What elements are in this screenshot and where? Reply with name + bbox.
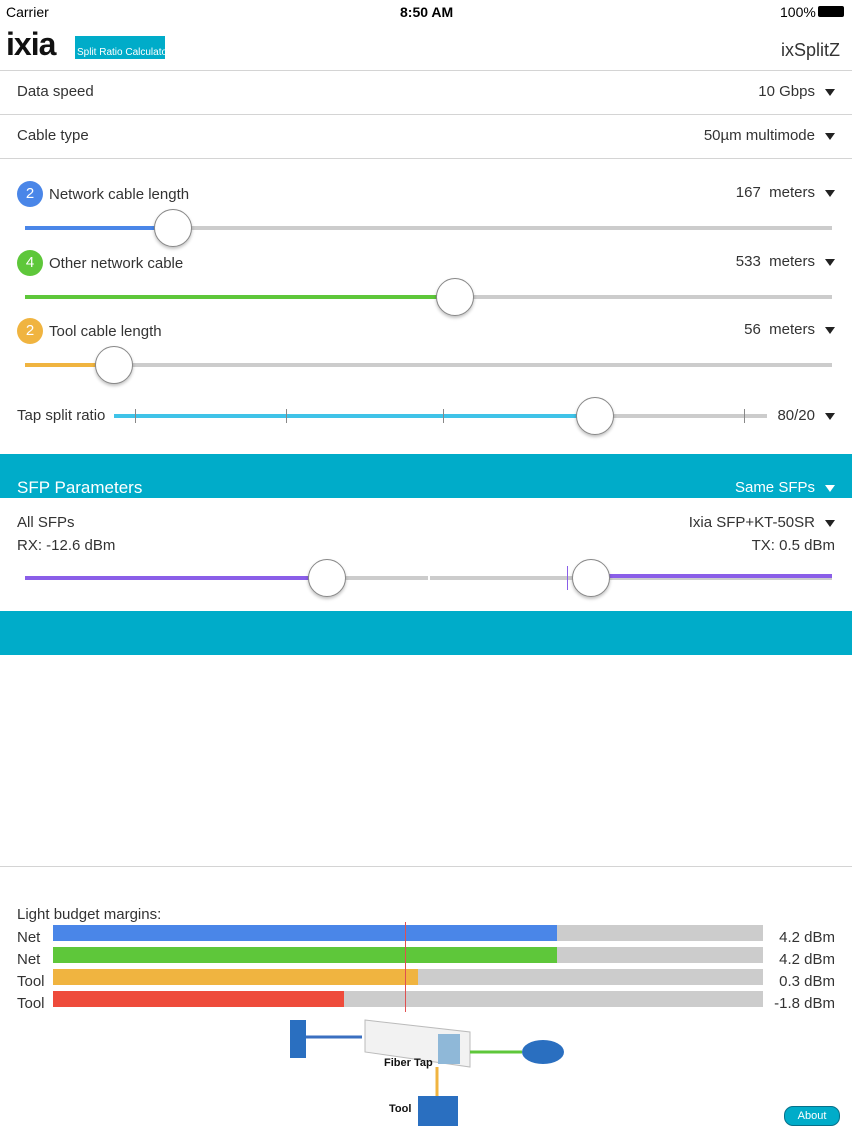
row-value: 4.2 dBm bbox=[779, 951, 835, 968]
unit: meters bbox=[769, 184, 815, 201]
slider-fill bbox=[114, 414, 594, 418]
battery: 100% bbox=[780, 4, 816, 20]
carrier: Carrier bbox=[6, 4, 49, 20]
value-text: 80/20 bbox=[777, 407, 815, 424]
row-value: 4.2 dBm bbox=[779, 929, 835, 946]
sfp-header bbox=[0, 454, 852, 498]
row-value: 0.3 dBm bbox=[779, 973, 835, 990]
row-label: Net bbox=[17, 951, 41, 968]
ports bbox=[438, 1034, 460, 1064]
sfp-title: SFP Parameters bbox=[17, 478, 143, 497]
value-text: 50µm multimode bbox=[703, 127, 815, 144]
firewall bbox=[290, 1020, 306, 1058]
slider-fill bbox=[25, 576, 327, 580]
setting-value[interactable]: 50µm multimode bbox=[704, 127, 835, 144]
sfp-rx: RX: -12.6 dBm bbox=[17, 537, 116, 554]
slider-track bbox=[430, 576, 832, 580]
budget-bar bbox=[53, 947, 763, 963]
slider-fill bbox=[25, 226, 173, 230]
slider-track bbox=[25, 363, 832, 367]
cable-label: Other network cable bbox=[49, 255, 184, 272]
app-title: ixSplitZ bbox=[780, 40, 840, 60]
sfp-group: All SFPs bbox=[17, 514, 75, 531]
cable-length[interactable]: 533 meters bbox=[736, 253, 835, 270]
value-text: Same SFPs bbox=[734, 479, 815, 496]
sfp-model[interactable]: Ixia SFP+KT-50SR bbox=[689, 514, 835, 531]
setting-label: Cable type bbox=[17, 127, 89, 144]
about-button[interactable]: About bbox=[784, 1106, 840, 1126]
tap-caption: Fiber Tap bbox=[384, 1057, 433, 1069]
tap-value[interactable]: 80/20 bbox=[777, 407, 835, 424]
slider-knob[interactable] bbox=[95, 346, 133, 384]
length: 56 bbox=[744, 321, 761, 338]
tool-icon bbox=[418, 1096, 458, 1126]
budget-bar bbox=[53, 991, 763, 1007]
count-badge: 4 bbox=[17, 250, 43, 276]
sfp-tx: TX: 0.5 dBm bbox=[751, 537, 835, 554]
row-value: -1.8 dBm bbox=[774, 995, 835, 1012]
logo: ixia bbox=[6, 26, 56, 62]
slider-knob[interactable] bbox=[436, 278, 474, 316]
unit: meters bbox=[769, 253, 815, 270]
length: 533 bbox=[735, 253, 761, 270]
length: 167 bbox=[735, 184, 761, 201]
slider-knob[interactable] bbox=[154, 209, 192, 247]
unit: meters bbox=[769, 321, 815, 338]
router bbox=[522, 1040, 564, 1064]
zero-line bbox=[405, 922, 406, 1012]
logo-badge: Split Ratio Calculator bbox=[75, 36, 170, 59]
cable-length[interactable]: 56 meters bbox=[744, 321, 835, 338]
tick bbox=[443, 409, 444, 423]
slider-track bbox=[25, 226, 832, 230]
tick bbox=[744, 409, 745, 423]
tick bbox=[286, 409, 287, 423]
sfp-footer bbox=[0, 611, 852, 655]
cable-label: Tool cable length bbox=[49, 323, 162, 340]
setting-value[interactable]: 10 Gbps bbox=[758, 83, 835, 100]
tap-label: Tap split ratio bbox=[17, 407, 106, 424]
slider-knob[interactable] bbox=[308, 559, 346, 597]
cable-length[interactable]: 167 meters bbox=[736, 184, 835, 201]
row-label: Net bbox=[17, 929, 41, 946]
budget-bar bbox=[53, 925, 763, 941]
row-label: Tool bbox=[17, 973, 45, 990]
row-label: Tool bbox=[17, 995, 45, 1012]
slider-knob[interactable] bbox=[572, 559, 610, 597]
slider-fill bbox=[591, 574, 832, 578]
value-text: 10 Gbps bbox=[758, 83, 815, 100]
tick bbox=[135, 409, 136, 423]
slider-knob[interactable] bbox=[576, 397, 614, 435]
cable-label: Network cable length bbox=[49, 186, 190, 203]
divider bbox=[0, 866, 852, 867]
slider-fill bbox=[25, 363, 115, 367]
tool-caption: Tool bbox=[389, 1103, 411, 1115]
count-badge: 2 bbox=[17, 181, 43, 207]
budget-bar bbox=[53, 969, 763, 985]
count-badge: 2 bbox=[17, 318, 43, 344]
budget-title: Light budget margins: bbox=[17, 906, 162, 923]
slider-fill bbox=[25, 295, 455, 299]
divider bbox=[0, 70, 852, 71]
battery-icon bbox=[818, 6, 844, 17]
divider bbox=[0, 114, 852, 115]
sfp-mode[interactable]: Same SFPs bbox=[735, 479, 835, 496]
network-diagram: Fiber Tap Tool bbox=[290, 1019, 564, 1126]
marker bbox=[567, 566, 568, 590]
value-text: Ixia SFP+KT-50SR bbox=[688, 514, 815, 531]
setting-label: Data speed bbox=[17, 83, 94, 100]
divider bbox=[0, 158, 852, 159]
clock: 8:50 AM bbox=[400, 4, 454, 20]
